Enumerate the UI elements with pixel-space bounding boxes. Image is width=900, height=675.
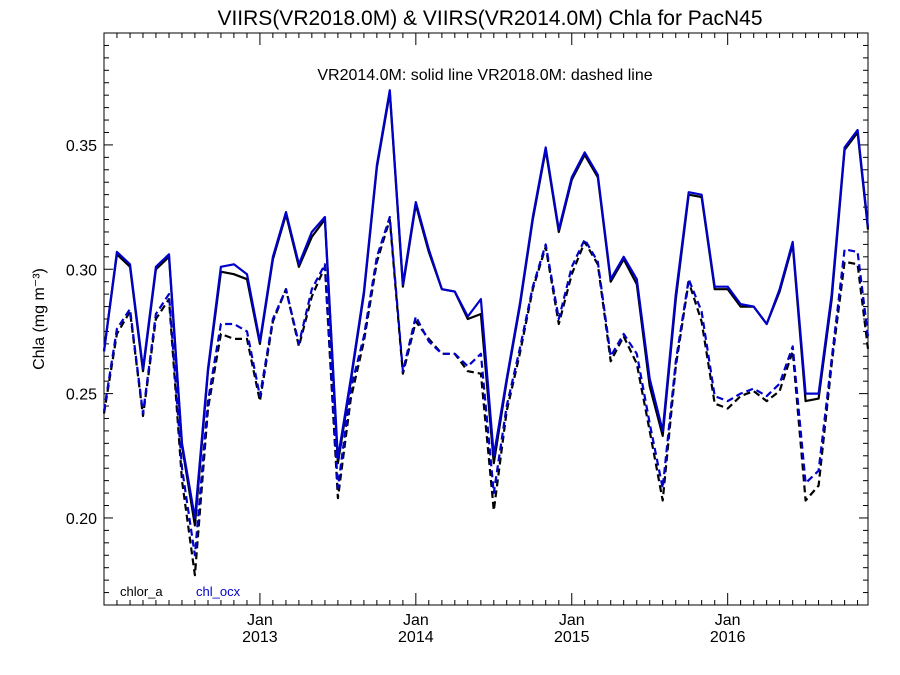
x-tick-month-label: Jan — [403, 612, 429, 629]
x-tick-year-label: 2014 — [398, 629, 434, 646]
series-chl-ocx-solid — [102, 89, 870, 520]
x-tick-month-label: Jan — [247, 612, 273, 629]
legend-chlor-a: chlor_a — [120, 584, 163, 599]
legend-chl-ocx: chl_ocx — [196, 584, 241, 599]
plot-frame — [103, 32, 869, 606]
y-axis: 0.20 0.25 0.30 0.35 — [66, 32, 868, 606]
x-tick-year-label: 2016 — [710, 629, 746, 646]
x-tick-year-label: 2013 — [242, 629, 278, 646]
series-chl-ocx-dashed — [102, 215, 870, 557]
x-tick-year-label: 2015 — [554, 629, 590, 646]
x-tick-month-label: Jan — [559, 612, 585, 629]
y-tick-label: 0.30 — [66, 262, 97, 279]
y-tick-label: 0.20 — [66, 511, 97, 528]
chart-title: VIIRS(VR2018.0M) & VIIRS(VR2014.0M) Chla… — [217, 7, 762, 30]
y-tick-label: 0.25 — [66, 387, 97, 404]
x-tick-month-label: Jan — [715, 612, 741, 629]
chart-subtitle: VR2014.0M: solid line VR2018.0M: dashed … — [317, 67, 652, 84]
series-chlor-a-solid — [102, 91, 870, 527]
series-layer — [102, 89, 870, 577]
series-chlor-a-dashed — [102, 218, 870, 577]
y-tick-label: 0.35 — [66, 138, 97, 155]
y-axis-label: Chla (mg m⁻³) — [31, 268, 48, 370]
